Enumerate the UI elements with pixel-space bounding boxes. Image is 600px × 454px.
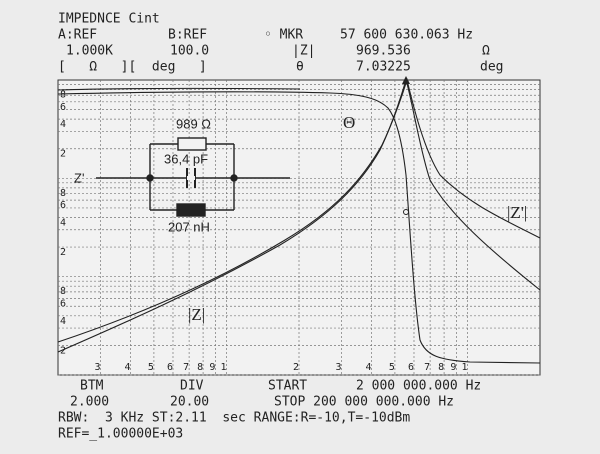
scale-a: 1.000K	[66, 44, 113, 59]
marker-label: ◦ MKR	[264, 28, 303, 43]
y-tick-label: 2	[60, 345, 66, 356]
x-tick-label: 5	[389, 362, 395, 373]
inductor-label: 207 nH	[168, 219, 210, 234]
z-prime-label: |Z'|	[507, 203, 527, 222]
btm-label: BTM	[80, 379, 104, 394]
x-tick-label: 2	[293, 362, 299, 373]
x-tick-label: 9	[450, 362, 456, 373]
y-tick-label: 8	[60, 286, 66, 297]
marker-z-unit: Ω	[482, 44, 490, 59]
btm-value: 2.000	[70, 395, 109, 410]
marker-z-label: |Z|	[292, 44, 315, 59]
x-tick-label: 4	[366, 362, 372, 373]
z-prime-curve	[57, 77, 541, 343]
x-tick-label: 1	[220, 362, 226, 373]
trace-a: A:REF	[58, 28, 97, 43]
theta-curve-2	[57, 87, 301, 91]
y-tick-label: 8	[60, 188, 66, 199]
y-tick-label: 6	[60, 102, 66, 113]
marker-theta-value: 7.03225	[356, 60, 411, 75]
x-tick-label: 9	[209, 362, 215, 373]
z-label: |Z|	[188, 305, 205, 324]
div-label: DIV	[180, 379, 204, 394]
x-tick-label: 4	[125, 362, 131, 373]
marker-peak	[402, 76, 410, 84]
circuit	[96, 137, 290, 217]
x-tick-label: 3	[94, 362, 100, 373]
port-label: Z'	[74, 170, 84, 185]
trace-b: B:REF	[168, 28, 207, 43]
y-tick-label: 4	[60, 119, 66, 130]
resistor-label: 989 Ω	[176, 116, 211, 131]
grid	[58, 80, 540, 376]
rbw: RBW: 3 KHz ST:2.11 sec RANGE:R=-10,T=-10…	[58, 411, 410, 426]
y-tick-label: 4	[60, 316, 66, 327]
x-tick-label: 6	[408, 362, 414, 373]
marker-theta-unit: deg	[480, 60, 503, 75]
y-tick-label: 6	[60, 200, 66, 211]
y-tick-label: 6	[60, 298, 66, 309]
marker-frequency: 57 600 630.063 Hz	[340, 28, 473, 43]
start-value: 2 000 000.000 Hz	[356, 379, 481, 394]
x-tick-label: 7	[424, 362, 430, 373]
theta-curve	[57, 91, 541, 364]
marker	[403, 209, 409, 215]
start-label: START	[268, 379, 307, 394]
x-tick-label: 7	[183, 362, 189, 373]
ref: REF=_1.00000E+03	[58, 427, 183, 442]
y-tick-label: 2	[60, 149, 66, 160]
x-tick-label: 3	[335, 362, 341, 373]
stop: STOP 200 000 000.000 Hz	[274, 395, 454, 410]
y-tick-label: 2	[60, 247, 66, 258]
x-tick-label: 5	[148, 362, 154, 373]
theta-label: Θ	[343, 113, 355, 132]
y-tick-label: 8	[60, 90, 66, 101]
x-tick-label: 1	[461, 362, 467, 373]
x-tick-label: 6	[167, 362, 173, 373]
title: IMPEDNCE Cint	[58, 12, 160, 27]
x-tick-label: 8	[197, 362, 203, 373]
y-tick-label: 4	[60, 217, 66, 228]
capacitor-label: 36,4 pF	[164, 151, 208, 166]
div-value: 20.00	[170, 395, 209, 410]
x-tick-label: 8	[438, 362, 444, 373]
units: [ Ω ][ deg ]	[58, 60, 207, 75]
marker-z-value: 969.536	[356, 44, 411, 59]
marker-theta-label: θ	[296, 60, 304, 75]
scale-b: 100.0	[170, 44, 209, 59]
